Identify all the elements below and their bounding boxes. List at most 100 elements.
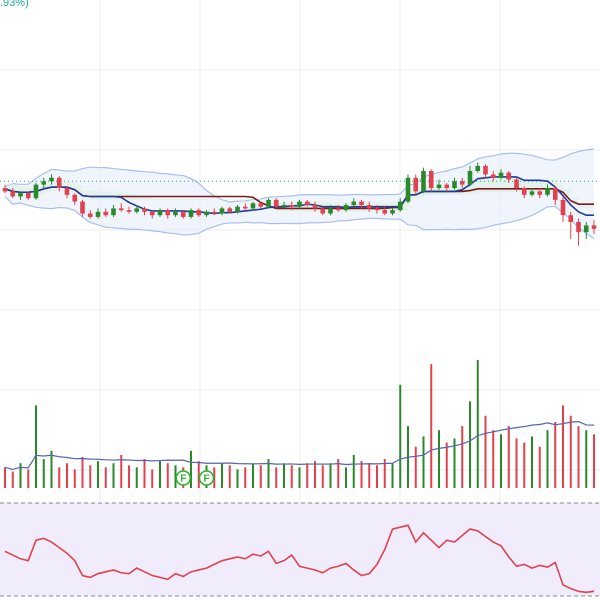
- cloud-segment: [431, 186, 439, 195]
- volume-bar: [298, 467, 301, 488]
- candle-body: [359, 201, 364, 205]
- cloud-segment: [51, 182, 60, 191]
- volume-bar: [190, 450, 192, 488]
- volume-bar: [128, 465, 130, 488]
- cloud-segment: [291, 202, 300, 212]
- volume-bar: [120, 454, 123, 488]
- cloud-segment: [198, 199, 207, 200]
- candle-body: [552, 188, 558, 200]
- event-marker[interactable]: F: [198, 470, 215, 486]
- cloud-segment: [191, 199, 199, 200]
- volume-bar: [221, 463, 223, 488]
- cloud-segment: [563, 188, 571, 196]
- candle-body: [514, 179, 519, 188]
- cloud-segment: [315, 201, 323, 212]
- cloud-segment: [105, 191, 114, 200]
- candle-body: [405, 177, 411, 202]
- cloud-segment: [268, 201, 277, 210]
- cloud-segment: [67, 182, 75, 191]
- candle-body: [490, 174, 496, 178]
- volume-bar: [593, 434, 595, 488]
- candle-body: [219, 208, 225, 214]
- cloud-segment: [516, 177, 525, 193]
- cloud-segment: [152, 198, 160, 200]
- cloud-segment: [307, 201, 315, 212]
- candle-body: [142, 208, 147, 212]
- cloud-segment: [508, 177, 517, 193]
- volume-bar: [73, 469, 76, 488]
- volume-bar: [523, 442, 526, 488]
- cloud-segment: [493, 177, 501, 193]
- volume-bar: [306, 463, 309, 488]
- candle-body: [204, 211, 209, 216]
- candle-body: [459, 181, 465, 185]
- cloud-segment: [183, 198, 191, 200]
- cloud-segment: [547, 179, 556, 193]
- cloud-segment: [284, 202, 292, 212]
- volume-bar: [236, 469, 239, 488]
- cloud-segment: [485, 178, 494, 193]
- volume-bar: [562, 405, 564, 488]
- candle-body: [2, 188, 8, 192]
- candle-body: [436, 184, 442, 188]
- rsi-pane: [0, 502, 600, 597]
- candle-body: [529, 191, 535, 195]
- volume-bar: [569, 415, 572, 488]
- cloud-segment: [12, 186, 21, 195]
- volume-bar: [500, 434, 502, 488]
- candle-body: [312, 205, 318, 209]
- volume-bar: [143, 459, 146, 488]
- candle-body: [475, 165, 481, 171]
- volume-bar: [42, 459, 45, 488]
- volume-bar: [345, 467, 347, 488]
- volume-bar: [391, 463, 394, 488]
- candle-body: [173, 211, 178, 216]
- candle-body: [196, 210, 202, 216]
- candle-body: [483, 165, 488, 175]
- candle-body: [258, 203, 264, 207]
- volume-bar: [515, 438, 518, 488]
- candle-body: [374, 208, 380, 211]
- candle-body: [382, 210, 388, 214]
- cloud-segment: [175, 198, 184, 200]
- candle-body: [320, 208, 326, 214]
- cloud-segment: [439, 186, 447, 195]
- cloud-segment: [74, 184, 83, 194]
- candle-body: [64, 188, 70, 195]
- candle-body: [343, 205, 349, 211]
- volume-bar: [174, 465, 177, 488]
- volume-bar: [554, 421, 557, 488]
- volume-bar: [259, 465, 262, 488]
- event-marker[interactable]: F: [175, 470, 191, 486]
- cloud-segment: [90, 191, 98, 200]
- cloud-segment: [477, 178, 486, 193]
- candle-body: [591, 225, 597, 229]
- candle-body: [452, 181, 457, 188]
- candle-body: [281, 205, 287, 207]
- candle-body: [72, 194, 78, 202]
- cloud-segment: [59, 182, 67, 191]
- volume-bar: [35, 405, 37, 488]
- volume-bar: [337, 459, 340, 488]
- volume-bar: [422, 436, 425, 488]
- candle-body: [118, 208, 124, 211]
- volume-bar: [492, 430, 495, 488]
- cloud-segment: [524, 179, 532, 193]
- volume-bar: [414, 446, 417, 488]
- cloud-segment: [400, 202, 408, 211]
- volume-bar: [267, 459, 270, 488]
- candle-body: [297, 201, 302, 207]
- candle-body: [165, 210, 171, 216]
- cloud-segment: [501, 177, 509, 193]
- cloud-segment: [470, 182, 478, 194]
- volume-bar: [4, 467, 6, 488]
- cloud-segment: [5, 183, 13, 193]
- candle-body: [304, 201, 310, 205]
- volume-bar: [469, 401, 471, 488]
- cloud-segment: [167, 198, 176, 200]
- volume-bar: [50, 450, 53, 488]
- candle-body: [211, 211, 217, 214]
